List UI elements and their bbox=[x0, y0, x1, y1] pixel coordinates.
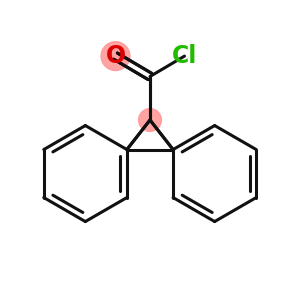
Circle shape bbox=[101, 42, 130, 70]
Text: Cl: Cl bbox=[172, 44, 197, 68]
Circle shape bbox=[139, 109, 161, 131]
Text: O: O bbox=[105, 44, 126, 68]
